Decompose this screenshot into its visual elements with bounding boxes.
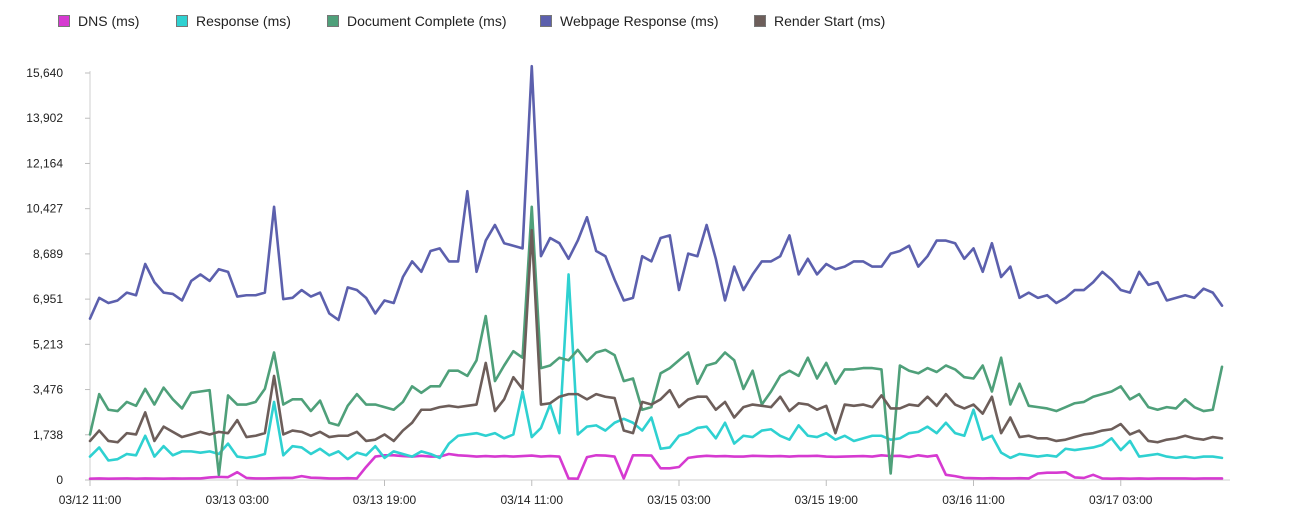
series-line-render-start[interactable] xyxy=(88,228,1224,444)
series-line-webpage-response[interactable] xyxy=(88,64,1224,322)
legend-item-webpage-response[interactable]: Webpage Response (ms) xyxy=(540,12,718,30)
x-tick-label: 03/17 03:00 xyxy=(1089,493,1153,507)
series-layer xyxy=(88,64,1224,481)
y-tick-label: 10,427 xyxy=(26,202,63,216)
legend-swatch-document-complete xyxy=(327,15,339,27)
y-tick-label: 5,213 xyxy=(33,337,63,351)
legend-label-document-complete: Document Complete (ms) xyxy=(347,13,507,29)
x-tick-label: 03/15 19:00 xyxy=(795,493,859,507)
legend-label-response: Response (ms) xyxy=(196,13,291,29)
legend-item-dns[interactable]: DNS (ms) xyxy=(58,12,139,30)
y-tick-label: 12,164 xyxy=(26,156,63,170)
series-line-document-complete[interactable] xyxy=(88,205,1224,477)
legend-item-response[interactable]: Response (ms) xyxy=(176,12,291,30)
y-tick-label: 8,689 xyxy=(33,247,63,261)
x-tick-label: 03/12 11:00 xyxy=(59,493,122,507)
y-tick-label: 1,738 xyxy=(33,428,63,442)
x-tick-label: 03/15 03:00 xyxy=(647,493,711,507)
y-tick-label: 13,902 xyxy=(26,111,63,125)
legend-swatch-render-start xyxy=(754,15,766,27)
x-tick-label: 03/13 19:00 xyxy=(353,493,417,507)
series-line-response[interactable] xyxy=(88,273,1224,462)
legend-label-dns: DNS (ms) xyxy=(78,13,140,29)
x-axis: 03/12 11:00 03/13 03:00 03/13 19:00 03/14 1… xyxy=(59,479,1230,507)
legend-item-document-complete[interactable]: Document Complete (ms) xyxy=(327,12,507,30)
y-tick-label: 15,640 xyxy=(26,66,63,80)
series-line-dns[interactable] xyxy=(88,452,1224,481)
legend-swatch-response xyxy=(176,15,188,27)
y-axis: 0 1,738 3,476 5,213 6,951 8,689 10,427 12,164 13… xyxy=(26,66,91,487)
legend-item-render-start[interactable]: Render Start (ms) xyxy=(754,12,885,30)
x-tick-label: 03/14 11:00 xyxy=(500,493,563,507)
x-tick-label: 03/13 03:00 xyxy=(206,493,270,507)
legend-swatch-webpage-response xyxy=(540,15,552,27)
legend-label-webpage-response: Webpage Response (ms) xyxy=(560,13,719,29)
x-tick-label: 03/16 11:00 xyxy=(942,493,1005,507)
chart-legend: DNS (ms) Response (ms) Document Complete… xyxy=(0,0,1307,40)
legend-swatch-dns xyxy=(58,15,70,27)
y-tick-label: 0 xyxy=(56,473,63,487)
legend-label-render-start: Render Start (ms) xyxy=(774,13,886,29)
y-tick-label: 3,476 xyxy=(33,383,63,397)
y-tick-label: 6,951 xyxy=(33,292,63,306)
